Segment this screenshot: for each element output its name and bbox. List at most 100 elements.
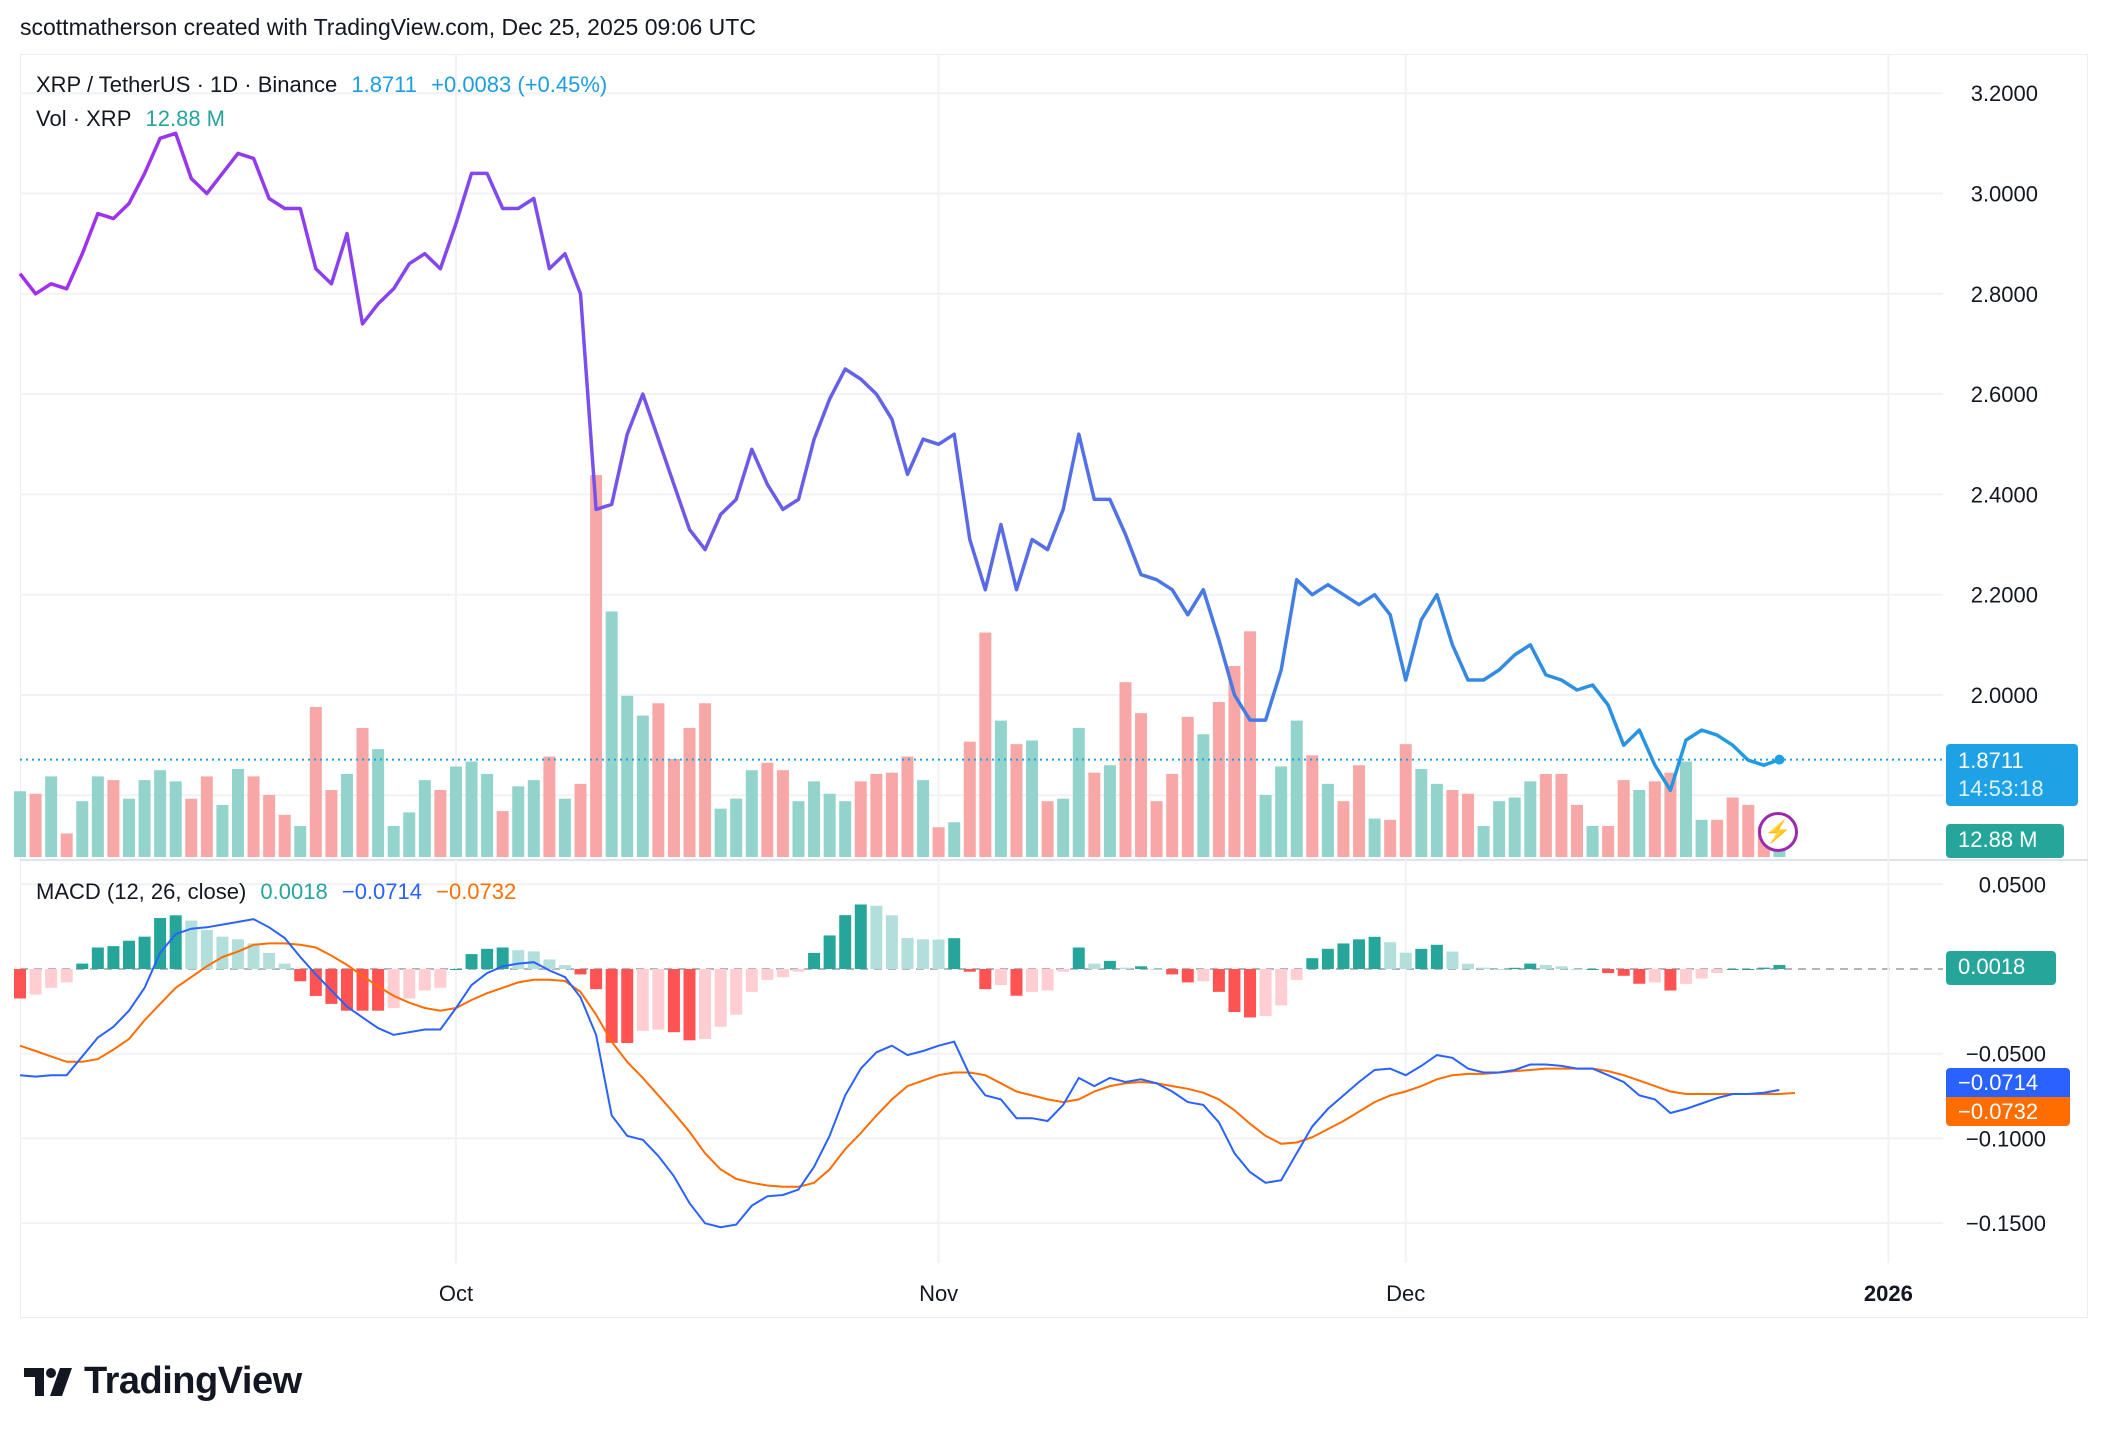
- macd-histogram-bar: [839, 915, 852, 969]
- macd-histogram-bar: [1524, 963, 1537, 969]
- volume-bar: [1181, 716, 1194, 857]
- volume-bar: [1072, 728, 1085, 857]
- macd-histogram-bar: [154, 918, 167, 969]
- macd-histogram-bar: [1695, 969, 1708, 979]
- volume-bar: [1010, 744, 1023, 857]
- macd-histogram-bar: [496, 947, 509, 969]
- volume-bar: [1586, 826, 1599, 857]
- macd-histogram-bar: [621, 969, 634, 1044]
- volume-bar: [1524, 781, 1537, 857]
- macd-histogram-bar: [294, 969, 307, 982]
- macd-histogram-bar: [994, 969, 1007, 986]
- macd-histogram-bar: [1757, 967, 1770, 969]
- volume-bar: [418, 780, 431, 857]
- macd-histogram-bar: [543, 959, 556, 969]
- volume-title[interactable]: Vol · XRP: [36, 106, 132, 131]
- volume-bar: [1477, 826, 1490, 857]
- volume-bar: [699, 703, 712, 857]
- macd-histogram-bar: [1337, 943, 1350, 969]
- volume-bar: [1353, 765, 1366, 857]
- volume-bar: [387, 826, 400, 857]
- macd-histogram-bar: [870, 905, 883, 969]
- macd-line-tag: −0.0714: [1946, 1068, 2070, 1097]
- volume-bar: [1026, 740, 1039, 857]
- volume-bar: [621, 695, 634, 857]
- macd-histogram-bar: [169, 915, 182, 969]
- volume-bar: [917, 780, 930, 857]
- volume-bar: [403, 812, 416, 857]
- lightning-icon[interactable]: ⚡: [1758, 812, 1798, 852]
- tradingview-logo[interactable]: TradingView: [24, 1360, 302, 1403]
- macd-hist-value: 0.0018: [260, 879, 328, 904]
- volume-bar: [216, 804, 229, 857]
- tradingview-logo-icon: [24, 1367, 72, 1396]
- macd-histogram-bar: [1446, 951, 1459, 969]
- volume-tag: 12.88 M: [1946, 824, 2064, 858]
- volume-bar: [1399, 744, 1412, 857]
- volume-bar: [1555, 773, 1568, 857]
- macd-histogram-bar: [122, 940, 135, 969]
- macd-histogram-bar: [1430, 944, 1443, 969]
- last-price-dot: [1774, 754, 1785, 765]
- volume-bar: [1228, 666, 1241, 857]
- volume-bar: [1150, 801, 1163, 857]
- macd-histogram-bar: [948, 938, 961, 969]
- volume-bar: [1321, 783, 1334, 857]
- macd-histogram-bar: [558, 965, 571, 969]
- macd-histogram-bar: [1555, 966, 1568, 969]
- volume-bar: [231, 768, 244, 857]
- volume-bar: [1306, 755, 1319, 857]
- volume-bar: [776, 770, 789, 857]
- macd-title[interactable]: MACD (12, 26, close): [36, 879, 247, 904]
- volume-bar: [808, 781, 821, 857]
- volume-bar: [870, 773, 883, 857]
- volume-bar: [1041, 801, 1054, 857]
- volume-bar: [932, 827, 945, 857]
- price-tick-label: 2.2000: [1971, 583, 2038, 608]
- volume-bar: [730, 798, 743, 857]
- volume-bar: [1446, 790, 1459, 857]
- volume-bar: [683, 728, 696, 857]
- macd-histogram-bar: [231, 939, 244, 969]
- volume-bar: [714, 808, 727, 857]
- volume-bar: [1711, 819, 1724, 857]
- price-tick-label: 3.2000: [1971, 81, 2038, 106]
- macd-histogram-bar: [14, 969, 26, 999]
- volume-bar: [263, 795, 276, 857]
- volume-legend: Vol · XRP 12.88 M: [36, 106, 233, 132]
- volume-bar: [449, 766, 462, 857]
- macd-histogram-bar: [1602, 969, 1615, 974]
- macd-histogram-bar: [1228, 969, 1241, 1013]
- macd-histogram-bar: [1290, 969, 1303, 980]
- macd-histogram-bar: [1166, 969, 1179, 975]
- macd-histogram-bar: [574, 969, 587, 975]
- volume-bar: [574, 783, 587, 857]
- tradingview-logo-text: TradingView: [84, 1360, 302, 1402]
- macd-histogram-bar: [60, 969, 73, 983]
- macd-histogram-bar: [590, 969, 603, 990]
- macd-histogram-bar: [91, 947, 104, 969]
- volume-bar: [1462, 793, 1475, 857]
- time-tick-label: 2026: [1864, 1281, 1913, 1306]
- macd-histogram-bar: [714, 969, 727, 1027]
- symbol-legend: XRP / TetherUS · 1D · Binance 1.8711 +0.…: [36, 72, 615, 98]
- macd-histogram-bar: [761, 969, 774, 980]
- macd-histogram-bar: [512, 950, 525, 969]
- volume-bar: [1602, 826, 1615, 857]
- macd-histogram-bar: [434, 969, 447, 988]
- symbol-title[interactable]: XRP / TetherUS · 1D · Binance: [36, 72, 338, 97]
- volume-bar: [652, 703, 665, 857]
- macd-histogram-bar: [808, 952, 821, 969]
- volume-bar: [823, 793, 836, 857]
- volume-bar: [1368, 818, 1381, 857]
- macd-histogram-bar: [1462, 963, 1475, 969]
- macd-histogram-bar: [917, 939, 930, 969]
- macd-histogram-bar: [901, 937, 914, 969]
- macd-line-value: −0.0714: [341, 879, 422, 904]
- macd-histogram-bar: [1275, 969, 1288, 1006]
- macd-histogram-bar: [185, 920, 198, 969]
- macd-histogram-bar: [1057, 969, 1070, 972]
- price-tag: 1.8711 14:53:18: [1946, 744, 2078, 806]
- volume-bar: [1493, 801, 1506, 857]
